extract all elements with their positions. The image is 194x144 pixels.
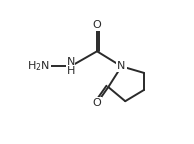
Text: O: O xyxy=(93,98,101,108)
Text: N: N xyxy=(117,61,126,71)
Text: H$_2$N: H$_2$N xyxy=(27,59,50,73)
Text: N: N xyxy=(67,57,75,67)
Text: H: H xyxy=(67,66,75,76)
Text: O: O xyxy=(93,20,101,30)
